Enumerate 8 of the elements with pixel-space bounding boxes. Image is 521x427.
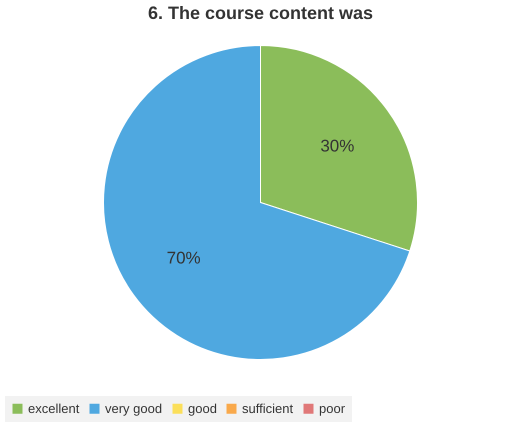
data-label: 70% — [166, 248, 201, 268]
legend-label: poor — [319, 400, 346, 416]
chart-title: 6. The course content was — [148, 3, 374, 23]
legend-label: very good — [105, 400, 162, 416]
legend-label: good — [188, 400, 217, 416]
data-label: 30% — [320, 136, 354, 156]
legend-label: excellent — [28, 400, 80, 416]
legend-label: sufficient — [242, 400, 294, 416]
